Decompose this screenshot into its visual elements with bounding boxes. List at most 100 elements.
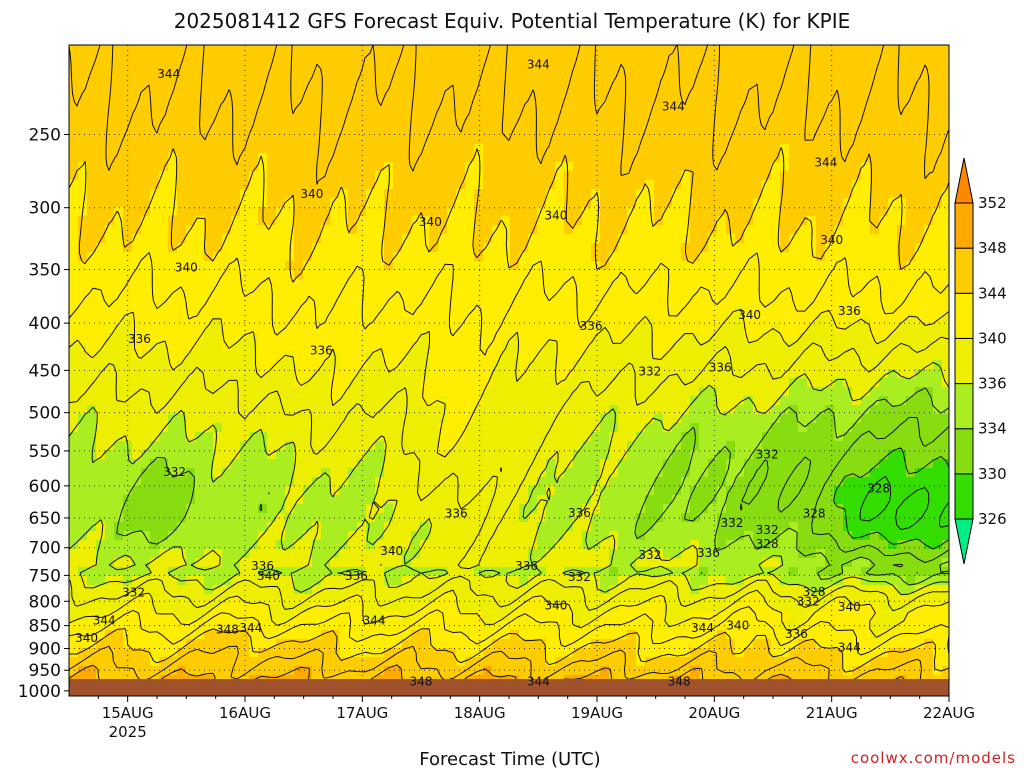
field-cell	[231, 225, 241, 235]
field-cell	[645, 351, 655, 361]
field-cell	[762, 108, 772, 118]
field-cell	[663, 198, 673, 208]
field-cell	[294, 477, 304, 487]
field-cell	[87, 297, 97, 307]
field-cell	[897, 477, 907, 487]
field-cell	[123, 288, 133, 298]
field-cell	[375, 378, 385, 388]
field-cell	[789, 162, 799, 172]
field-cell	[582, 279, 592, 289]
field-cell	[420, 81, 430, 91]
field-cell	[744, 333, 754, 343]
field-cell	[285, 198, 295, 208]
field-cell	[510, 45, 520, 55]
field-cell	[789, 189, 799, 199]
field-cell	[708, 396, 718, 406]
field-cell	[555, 333, 565, 343]
field-cell	[519, 171, 529, 181]
field-cell	[303, 63, 313, 73]
field-cell	[285, 378, 295, 388]
field-cell	[294, 387, 304, 397]
field-cell	[780, 54, 790, 64]
field-cell	[609, 360, 619, 370]
field-cell	[537, 90, 547, 100]
field-cell	[114, 333, 124, 343]
field-cell	[276, 405, 286, 415]
field-cell	[69, 189, 79, 199]
field-cell	[366, 342, 376, 352]
field-cell	[213, 306, 223, 316]
field-cell	[681, 207, 691, 217]
field-cell	[843, 261, 853, 271]
field-cell	[393, 360, 403, 370]
field-cell	[159, 324, 169, 334]
field-cell	[573, 414, 583, 424]
field-cell	[123, 234, 133, 244]
field-cell	[195, 261, 205, 271]
field-cell	[789, 144, 799, 154]
field-cell	[753, 243, 763, 253]
field-cell	[861, 351, 871, 361]
field-cell	[294, 450, 304, 460]
field-cell	[366, 117, 376, 127]
field-cell	[681, 63, 691, 73]
field-cell	[402, 63, 412, 73]
field-cell	[789, 450, 799, 460]
field-cell	[348, 252, 358, 262]
field-cell	[186, 333, 196, 343]
field-cell	[321, 234, 331, 244]
field-cell	[627, 270, 637, 280]
field-cell	[528, 225, 538, 235]
field-cell	[204, 333, 214, 343]
field-cell	[699, 234, 709, 244]
field-cell	[447, 162, 457, 172]
field-cell	[735, 369, 745, 379]
field-cell	[591, 441, 601, 451]
field-cell	[528, 477, 538, 487]
field-cell	[834, 360, 844, 370]
field-cell	[312, 153, 322, 163]
field-cell	[537, 405, 547, 415]
field-cell	[348, 144, 358, 154]
field-cell	[627, 90, 637, 100]
field-cell	[501, 189, 511, 199]
field-cell	[654, 198, 664, 208]
field-cell	[879, 261, 889, 271]
field-cell	[159, 414, 169, 424]
field-cell	[303, 126, 313, 136]
field-cell	[177, 288, 187, 298]
field-cell	[942, 198, 949, 208]
field-cell	[636, 279, 646, 289]
field-cell	[861, 207, 871, 217]
field-cell	[825, 243, 835, 253]
field-cell	[78, 252, 88, 262]
field-cell	[933, 108, 943, 118]
field-cell	[663, 387, 673, 397]
field-cell	[618, 333, 628, 343]
field-cell	[708, 387, 718, 397]
field-cell	[933, 450, 943, 460]
field-cell	[267, 225, 277, 235]
field-cell	[708, 117, 718, 127]
field-cell	[555, 270, 565, 280]
field-cell	[906, 216, 916, 226]
field-cell	[402, 432, 412, 442]
field-cell	[609, 180, 619, 190]
field-cell	[672, 297, 682, 307]
field-cell	[771, 207, 781, 217]
field-cell	[87, 477, 97, 487]
field-cell	[177, 324, 187, 334]
field-cell	[483, 423, 493, 433]
field-cell	[735, 360, 745, 370]
field-cell	[681, 171, 691, 181]
field-cell	[591, 207, 601, 217]
field-cell	[888, 342, 898, 352]
field-cell	[852, 180, 862, 190]
field-cell	[357, 162, 367, 172]
field-cell	[195, 144, 205, 154]
field-cell	[420, 198, 430, 208]
field-cell	[744, 81, 754, 91]
field-cell	[906, 306, 916, 316]
field-cell	[321, 342, 331, 352]
field-cell	[447, 198, 457, 208]
